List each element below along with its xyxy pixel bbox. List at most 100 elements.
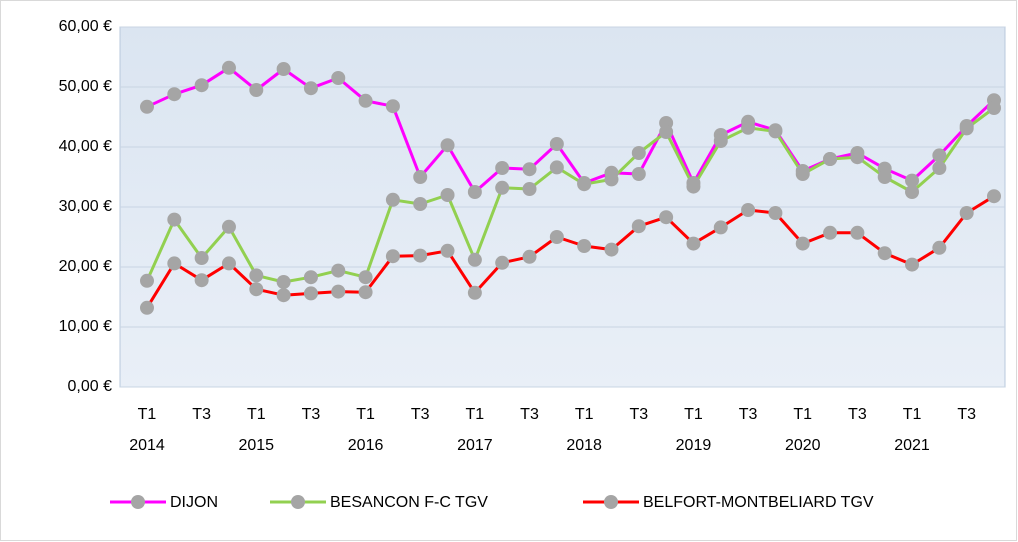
data-point [358, 93, 373, 108]
data-point [467, 252, 482, 267]
data-point [522, 162, 537, 177]
data-point [194, 78, 209, 93]
data-point [385, 192, 400, 207]
data-point [905, 173, 920, 188]
data-point [713, 220, 728, 235]
data-point [959, 206, 974, 220]
data-point [522, 182, 537, 196]
data-point [331, 284, 346, 299]
data-point [604, 242, 619, 257]
data-point [358, 285, 373, 300]
x-tick-label: T1 [684, 406, 703, 423]
data-point [549, 230, 564, 244]
x-tick-label: T3 [520, 406, 539, 423]
x-group-label: 2019 [676, 437, 712, 454]
data-point [768, 124, 783, 139]
data-point [194, 251, 209, 265]
data-point [495, 180, 510, 195]
data-point [276, 288, 291, 303]
data-point [768, 206, 783, 220]
legend-marker [291, 495, 305, 509]
data-point [877, 246, 892, 261]
data-point [631, 167, 646, 181]
y-tick-label: 10,00 € [59, 318, 112, 335]
x-group-label: 2020 [785, 437, 821, 454]
x-tick-label: T1 [903, 406, 922, 423]
data-point [385, 99, 400, 114]
x-group-label: 2018 [566, 437, 602, 454]
data-point [303, 286, 318, 301]
data-point [167, 256, 182, 271]
data-point [303, 81, 318, 96]
x-group-label: 2017 [457, 437, 493, 454]
data-point [932, 161, 947, 175]
data-point [440, 243, 455, 258]
x-tick-label: T3 [629, 406, 648, 423]
data-point [795, 167, 810, 181]
legend-marker [131, 495, 145, 509]
data-point [823, 225, 838, 240]
data-point [577, 177, 592, 192]
data-point [686, 179, 701, 194]
data-point [385, 249, 400, 264]
data-point [522, 249, 537, 264]
data-point [713, 134, 728, 148]
data-point [850, 150, 865, 165]
data-point [249, 282, 264, 297]
data-point [932, 148, 947, 163]
x-tick-label: T1 [466, 406, 485, 423]
data-point [987, 101, 1001, 115]
x-tick-label: T1 [575, 406, 594, 423]
data-point [823, 152, 838, 166]
data-point [249, 83, 264, 97]
data-point [795, 236, 810, 251]
data-point [932, 240, 947, 255]
x-group-label: 2015 [238, 437, 274, 454]
x-tick-label: T1 [356, 406, 375, 423]
x-tick-label: T3 [957, 406, 976, 423]
data-point [413, 248, 428, 263]
x-tick-label: T1 [138, 406, 157, 423]
y-tick-label: 20,00 € [59, 258, 112, 275]
data-point [495, 161, 510, 175]
x-group-label: 2014 [129, 437, 165, 454]
data-point [440, 188, 455, 202]
x-tick-label: T3 [848, 406, 867, 423]
data-point [659, 125, 674, 139]
data-point [467, 185, 482, 199]
data-point [140, 99, 154, 114]
data-point [549, 137, 564, 151]
data-point [358, 270, 373, 285]
data-point [741, 120, 756, 135]
y-tick-label: 50,00 € [59, 78, 112, 95]
data-point [987, 189, 1001, 204]
data-point [440, 138, 455, 153]
legend-marker [604, 495, 618, 509]
data-point [549, 160, 564, 175]
data-point [331, 71, 346, 85]
data-point [249, 268, 264, 283]
data-point [604, 172, 619, 187]
data-point [495, 255, 510, 270]
x-tick-label: T3 [739, 406, 758, 423]
y-tick-label: 40,00 € [59, 138, 112, 155]
data-point [140, 273, 154, 288]
x-tick-label: T1 [793, 406, 812, 423]
data-point [331, 263, 346, 278]
data-point [631, 146, 646, 160]
data-point [467, 285, 482, 300]
data-point [413, 197, 428, 211]
x-group-label: 2016 [348, 437, 384, 454]
data-point [140, 300, 154, 315]
data-point [303, 270, 318, 285]
data-point [686, 236, 701, 251]
x-tick-label: T3 [192, 406, 211, 423]
y-tick-label: 0,00 € [68, 378, 113, 395]
data-point [221, 60, 236, 75]
data-point [741, 203, 756, 217]
y-tick-label: 30,00 € [59, 198, 112, 215]
legend-label: DIJON [170, 494, 218, 511]
data-point [959, 121, 974, 136]
data-point [276, 62, 291, 76]
